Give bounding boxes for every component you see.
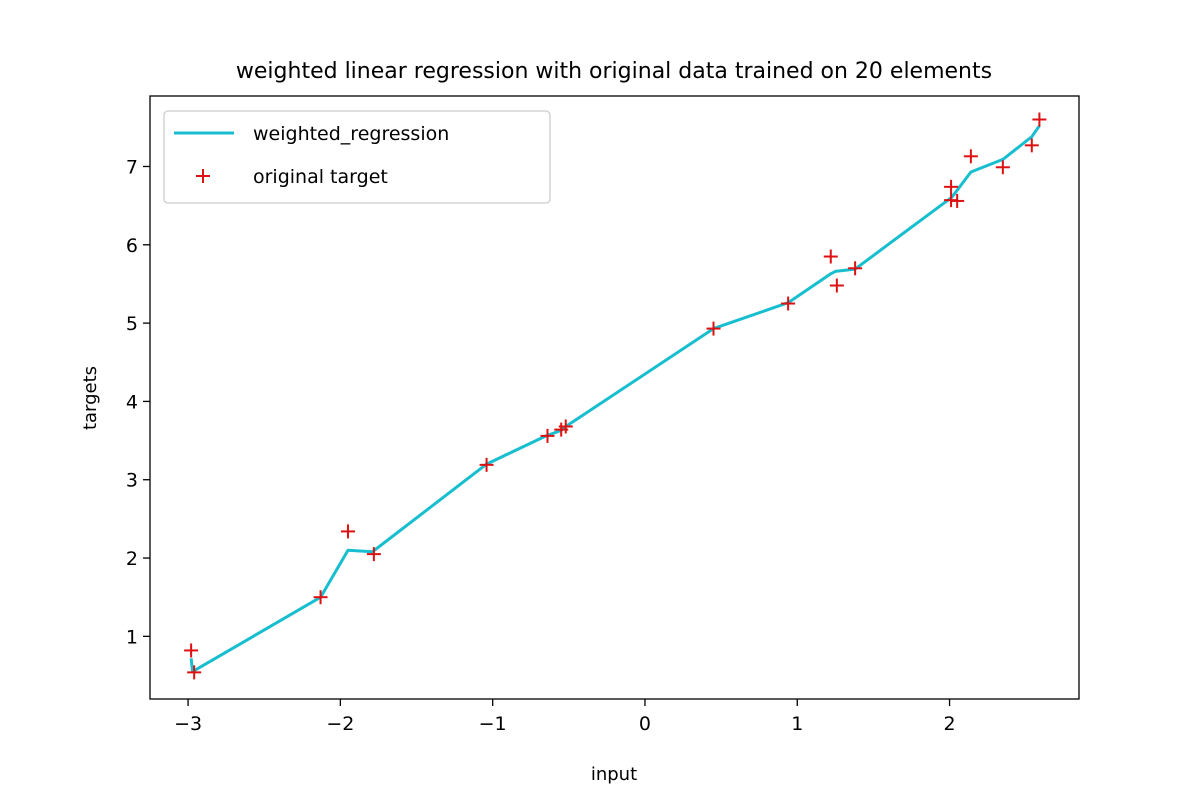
legend-label-regression: weighted_regression xyxy=(253,123,449,145)
target-point-marker xyxy=(366,547,381,562)
target-point-marker xyxy=(479,457,494,472)
x-tick-label: −2 xyxy=(326,713,354,735)
target-point-marker xyxy=(944,179,959,194)
target-point-marker xyxy=(823,249,838,264)
target-point-marker xyxy=(558,419,573,434)
x-tick-label: 1 xyxy=(791,713,803,735)
target-point-marker xyxy=(781,296,796,311)
x-tick-label: 2 xyxy=(944,713,956,735)
target-point-marker xyxy=(540,428,555,443)
target-point-marker xyxy=(184,643,199,658)
target-point-marker xyxy=(706,321,721,336)
y-tick-label: 1 xyxy=(126,626,138,648)
x-tick-label: 0 xyxy=(639,713,651,735)
target-point-marker xyxy=(1032,112,1047,127)
y-axis-label: targets xyxy=(80,366,101,430)
x-tick-label: −3 xyxy=(174,713,202,735)
target-point-marker xyxy=(829,278,844,293)
plot-area: −3 −2 −1 0 1 2 1 2 3 4 5 6 7 xyxy=(126,95,1080,735)
legend: weighted_regression original target xyxy=(163,110,551,204)
y-tick-label: 5 xyxy=(126,313,138,335)
target-point-marker xyxy=(995,160,1010,175)
target-point-marker xyxy=(340,524,355,539)
target-point-marker xyxy=(1024,138,1039,153)
legend-box xyxy=(163,110,551,204)
y-tick-label: 7 xyxy=(126,156,138,178)
x-tick-label: −1 xyxy=(479,713,507,735)
chart-title: weighted linear regression with original… xyxy=(236,59,992,84)
data-series xyxy=(184,112,1047,680)
legend-plus-swatch xyxy=(196,169,210,183)
y-axis-ticks: 1 2 3 4 5 6 7 xyxy=(126,156,150,648)
target-point-marker xyxy=(313,590,328,605)
target-point-marker xyxy=(963,149,978,164)
target-point-marker xyxy=(950,193,965,208)
x-axis-label: input xyxy=(591,764,637,785)
target-point-marker xyxy=(848,261,863,276)
x-axis-ticks: −3 −2 −1 0 1 2 xyxy=(174,699,956,735)
plot-frame xyxy=(149,95,1080,700)
y-tick-label: 6 xyxy=(126,235,138,257)
y-tick-label: 2 xyxy=(126,548,138,570)
legend-label-target: original target xyxy=(253,166,388,188)
y-tick-label: 3 xyxy=(126,470,138,492)
y-tick-label: 4 xyxy=(126,391,138,413)
target-point-marker xyxy=(187,665,202,680)
